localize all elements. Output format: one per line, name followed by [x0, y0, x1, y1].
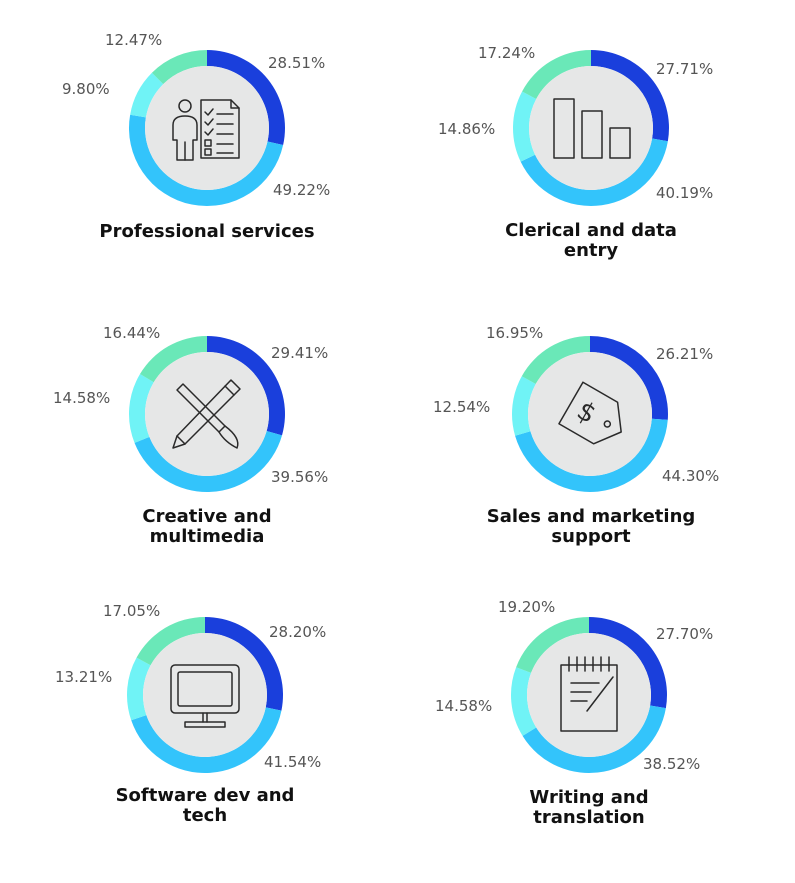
chart-title: Clerical and data entry: [505, 220, 677, 261]
person-checklist-icon: [172, 99, 240, 161]
pct-label-cyan: 13.21%: [55, 668, 112, 686]
segment-cyan: [126, 657, 151, 721]
segment-mint: [140, 336, 207, 383]
donut-ring: 27.70% 38.52% 14.58% 19.20%: [435, 598, 713, 774]
segment-dark-blue: [589, 617, 667, 709]
segment-cyan: [129, 374, 154, 443]
donut-chart-software-dev: 28.20% 41.54% 13.21% 17.05% Software dev…: [55, 602, 355, 878]
pct-label-dark-blue: 28.51%: [268, 54, 325, 72]
donut-chart-professional-services: 28.51% 49.22% 9.80% 12.47% Professional …: [57, 31, 357, 310]
donut-center: [528, 352, 652, 476]
pct-label-light-blue: 40.19%: [656, 184, 713, 202]
segment-dark-blue: [590, 336, 668, 420]
pct-label-light-blue: 41.54%: [264, 753, 321, 771]
segment-cyan: [512, 91, 537, 162]
segment-cyan: [512, 376, 536, 436]
pct-label-light-blue: 44.30%: [662, 467, 719, 485]
donut-chart-writing-translation: 27.70% 38.52% 14.58% 19.20% Writing and …: [435, 598, 739, 878]
pct-label-cyan: 14.58%: [435, 697, 492, 715]
segment-light-blue: [520, 138, 668, 207]
donut-ring: 27.71% 40.19% 14.86% 17.24%: [438, 44, 713, 207]
donut-chart-clerical-data-entry: 27.71% 40.19% 14.86% 17.24% Clerical and…: [438, 40, 741, 310]
pct-label-cyan: 14.86%: [438, 120, 495, 138]
pct-label-mint: 17.05%: [103, 602, 160, 620]
pct-label-dark-blue: 28.20%: [269, 623, 326, 641]
chart-title: Software dev and tech: [115, 785, 295, 826]
donut-chart-sales-marketing: $ 26.21% 44.30% 12.54% 16.95% Sales and …: [433, 324, 741, 597]
donut-center: [529, 66, 653, 190]
computer-monitor-icon: [170, 664, 240, 728]
donut-ring: 28.51% 49.22% 9.80% 12.47%: [62, 31, 330, 207]
pct-label-mint: 19.20%: [498, 598, 555, 616]
donut-ring: 28.20% 41.54% 13.21% 17.05%: [55, 602, 326, 774]
segment-mint: [516, 617, 589, 673]
donut-center: [527, 633, 651, 757]
pct-label-mint: 16.44%: [103, 324, 160, 342]
pct-label-light-blue: 49.22%: [273, 181, 330, 199]
segment-mint: [151, 50, 207, 85]
donut-chart-creative-multimedia: 29.41% 39.56% 14.58% 16.44% Creative and…: [53, 324, 357, 597]
pct-label-cyan: 12.54%: [433, 398, 490, 416]
segment-cyan: [510, 667, 537, 736]
segment-dark-blue: [207, 336, 285, 436]
pct-label-dark-blue: 27.71%: [656, 60, 713, 78]
segment-cyan: [130, 72, 164, 118]
pct-label-light-blue: 38.52%: [643, 755, 700, 773]
notepad-pen-icon: [560, 656, 618, 732]
pct-label-mint: 17.24%: [478, 44, 535, 62]
donut-center: [145, 352, 269, 476]
donut-ring: $ 26.21% 44.30% 12.54% 16.95%: [433, 324, 719, 492]
pct-label-mint: 16.95%: [486, 324, 543, 342]
chart-title: Sales and marketing support: [486, 506, 696, 547]
pct-label-light-blue: 39.56%: [271, 468, 328, 486]
chart-title: Writing and translation: [529, 787, 649, 828]
donut-center: [145, 66, 269, 190]
bar-chart-icon: [553, 98, 631, 159]
segment-light-blue: [134, 430, 283, 492]
donut-ring: 29.41% 39.56% 14.58% 16.44%: [53, 324, 328, 492]
segment-mint: [521, 336, 590, 384]
chart-title: Creative and multimedia: [142, 506, 272, 547]
pct-label-dark-blue: 26.21%: [656, 345, 713, 363]
pct-label-dark-blue: 27.70%: [656, 625, 713, 643]
segment-light-blue: [515, 418, 668, 492]
pencil-brush-icon: [172, 379, 241, 449]
pct-label-dark-blue: 29.41%: [271, 344, 328, 362]
pct-label-cyan: 9.80%: [62, 80, 110, 98]
chart-title: Professional services: [99, 221, 315, 242]
donut-center: [143, 633, 267, 757]
segment-light-blue: [128, 114, 284, 207]
pct-label-cyan: 14.58%: [53, 389, 110, 407]
segment-light-blue: [131, 707, 282, 774]
segment-dark-blue: [207, 50, 285, 146]
segment-light-blue: [522, 705, 666, 774]
pct-label-mint: 12.47%: [105, 31, 162, 49]
segment-mint: [522, 50, 591, 99]
segment-dark-blue: [205, 617, 284, 711]
segment-dark-blue: [591, 50, 669, 142]
segment-mint: [136, 617, 205, 666]
